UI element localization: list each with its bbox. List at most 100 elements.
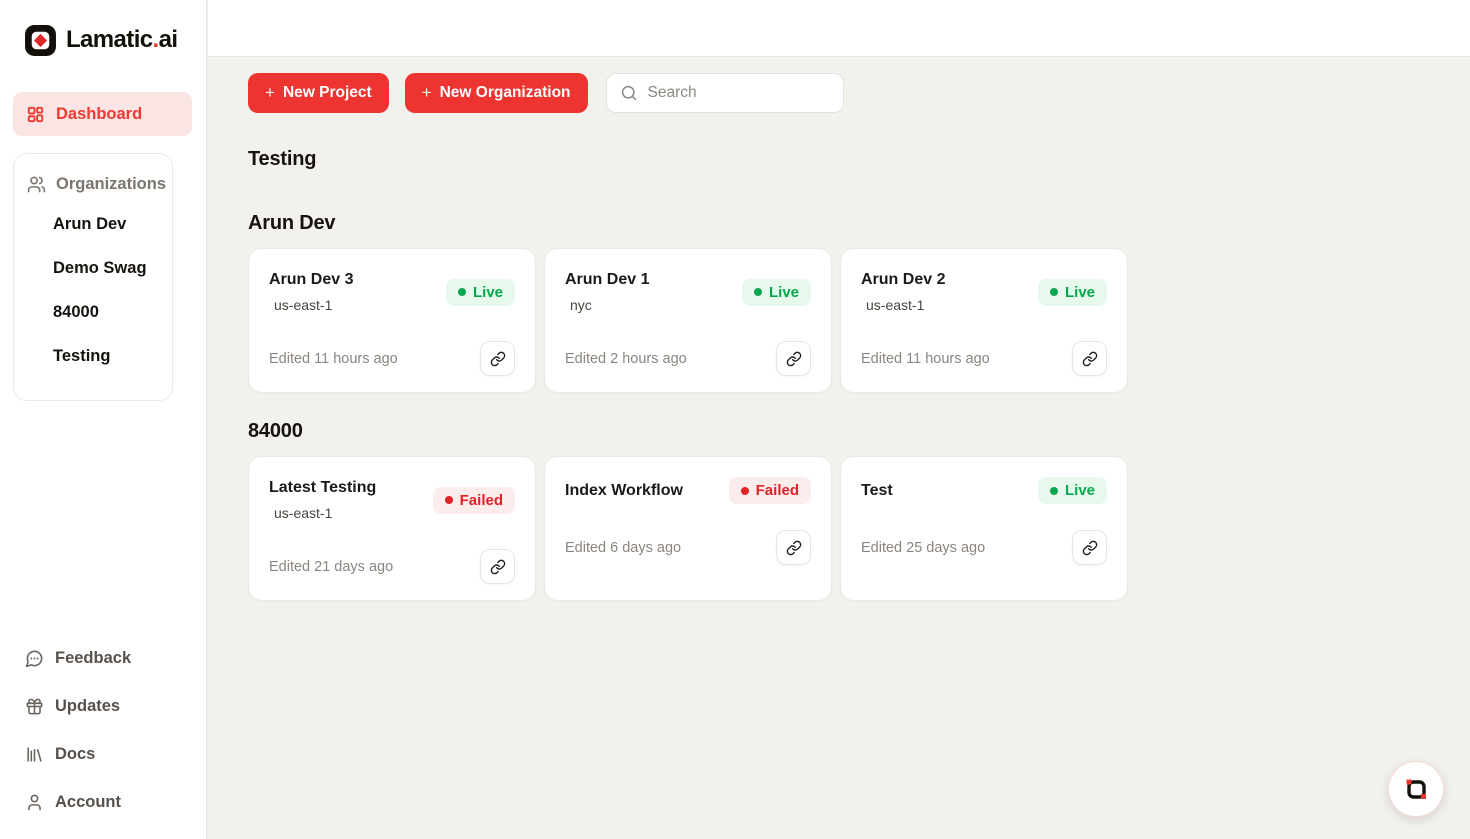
project-cards-row: Arun Dev 3 us-east-1 Live Edited 11 hour… [248, 248, 1470, 393]
card-footer: Edited 25 days ago [861, 530, 1107, 565]
brand-name: Lamatic.ai [66, 26, 178, 53]
status-dot-icon [444, 496, 453, 504]
search-box[interactable] [605, 73, 848, 113]
card-titles: Arun Dev 1 nyc [565, 269, 649, 315]
sidebar: Lamatic.ai Dashboard Organizations [0, 0, 207, 839]
card-titles: Arun Dev 3 us-east-1 [269, 269, 353, 315]
brand-tld: ai [158, 26, 178, 53]
status-dot-icon [1049, 288, 1058, 296]
footer-item-label: Feedback [55, 648, 132, 667]
message-dots-icon [25, 649, 44, 668]
card-titles: Index Workflow [565, 480, 683, 501]
widget-launcher-button[interactable] [1388, 761, 1444, 817]
new-organization-button[interactable]: + New Organization [404, 73, 588, 113]
card-header: Index Workflow Failed [565, 477, 811, 504]
card-header: Latest Testing us-east-1 Failed [269, 477, 515, 523]
new-project-label: New Project [282, 84, 372, 101]
status-badge: Failed [728, 477, 811, 504]
card-header: Arun Dev 2 us-east-1 Live [861, 269, 1107, 315]
footer-item-label: Account [55, 792, 121, 811]
project-name: Arun Dev 2 [861, 271, 946, 288]
search-input[interactable] [647, 84, 848, 102]
edited-timestamp: Edited 11 hours ago [269, 350, 398, 367]
top-header-bar [208, 0, 1470, 57]
page-title: Testing [248, 148, 317, 170]
section-heading: Arun Dev [248, 212, 336, 234]
project-card-arun-dev-1[interactable]: Arun Dev 1 nyc Live Edited 2 hours ago [544, 248, 832, 393]
card-titles: Arun Dev 2 us-east-1 [861, 269, 945, 315]
sidebar-item-dashboard[interactable]: Dashboard [13, 92, 192, 136]
project-region: nyc [570, 297, 592, 313]
status-badge: Live [1037, 278, 1107, 306]
link-icon [1082, 351, 1097, 366]
copy-link-button[interactable] [1072, 341, 1107, 376]
status-dot-icon [1049, 486, 1058, 495]
card-footer: Edited 11 hours ago [861, 341, 1107, 376]
brand-logo[interactable]: Lamatic.ai [24, 22, 206, 58]
lamatic-logo-icon [24, 24, 57, 57]
status-label: Live [1064, 482, 1095, 499]
card-footer: Edited 21 days ago [269, 549, 515, 584]
card-footer: Edited 6 days ago [565, 530, 811, 565]
new-project-button[interactable]: + New Project [248, 73, 389, 113]
link-icon [786, 540, 801, 555]
main-content: + New Project + New Organization Testing… [208, 0, 1470, 839]
footer-item-label: Docs [55, 744, 96, 763]
status-badge: Live [741, 278, 811, 306]
project-card-arun-dev-3[interactable]: Arun Dev 3 us-east-1 Live Edited 11 hour… [248, 248, 536, 393]
status-badge: Live [1037, 477, 1107, 504]
project-region: us-east-1 [274, 505, 333, 521]
project-card-latest-testing[interactable]: Latest Testing us-east-1 Failed Edited 2… [248, 456, 536, 601]
project-cards-row: Latest Testing us-east-1 Failed Edited 2… [248, 456, 1470, 601]
project-region: us-east-1 [866, 297, 925, 313]
copy-link-button[interactable] [776, 530, 811, 565]
sidebar-item-org-arun-dev[interactable]: Arun Dev [53, 214, 127, 233]
edited-timestamp: Edited 6 days ago [565, 539, 682, 556]
link-icon [1082, 540, 1097, 555]
card-header: Test Live [861, 477, 1107, 504]
status-dot-icon [753, 288, 762, 296]
status-label: Live [1064, 283, 1095, 301]
card-header: Arun Dev 1 nyc Live [565, 269, 811, 315]
project-card-test[interactable]: Test Live Edited 25 days ago [840, 456, 1128, 601]
copy-link-button[interactable] [1072, 530, 1107, 565]
library-icon [25, 745, 44, 764]
sidebar-item-org-testing[interactable]: Testing [53, 346, 111, 365]
organizations-header: Organizations [14, 166, 172, 202]
sidebar-item-org-84000[interactable]: 84000 [53, 302, 99, 321]
search-icon [620, 84, 638, 102]
status-label: Failed [755, 482, 799, 499]
sidebar-item-account[interactable]: Account [0, 778, 206, 826]
edited-timestamp: Edited 25 days ago [861, 539, 986, 556]
project-card-index-workflow[interactable]: Index Workflow Failed Edited 6 days ago [544, 456, 832, 601]
new-organization-label: New Organization [439, 84, 571, 101]
lamatic-mark-icon [1401, 774, 1431, 804]
edited-timestamp: Edited 21 days ago [269, 558, 394, 575]
sidebar-item-docs[interactable]: Docs [0, 730, 206, 778]
copy-link-button[interactable] [776, 341, 811, 376]
toolbar: + New Project + New Organization [248, 73, 1470, 113]
sidebar-item-feedback[interactable]: Feedback [0, 634, 206, 682]
link-icon [490, 559, 505, 574]
sidebar-item-org-demo-swag[interactable]: Demo Swag [53, 258, 147, 277]
sidebar-item-label: Dashboard [56, 104, 143, 123]
project-name: Latest Testing [269, 479, 377, 496]
link-icon [786, 351, 801, 366]
plus-icon: + [421, 83, 432, 102]
organizations-label: Organizations [56, 174, 167, 193]
copy-link-button[interactable] [480, 341, 515, 376]
org-section-84000: 84000 Latest Testing us-east-1 Failed [248, 420, 1470, 601]
dashboard-grid-icon [26, 105, 45, 124]
section-heading: 84000 [248, 420, 303, 442]
footer-item-label: Updates [55, 696, 121, 715]
gift-icon [25, 697, 44, 716]
status-badge: Failed [432, 486, 515, 514]
sidebar-item-updates[interactable]: Updates [0, 682, 206, 730]
copy-link-button[interactable] [480, 549, 515, 584]
card-footer: Edited 2 hours ago [565, 341, 811, 376]
project-card-arun-dev-2[interactable]: Arun Dev 2 us-east-1 Live Edited 11 hour… [840, 248, 1128, 393]
card-titles: Latest Testing us-east-1 [269, 477, 376, 523]
status-dot-icon [457, 288, 466, 296]
project-region: us-east-1 [274, 297, 333, 313]
dashboard-page: Testing Arun Dev Arun Dev 3 us-east-1 Li… [208, 148, 1470, 601]
